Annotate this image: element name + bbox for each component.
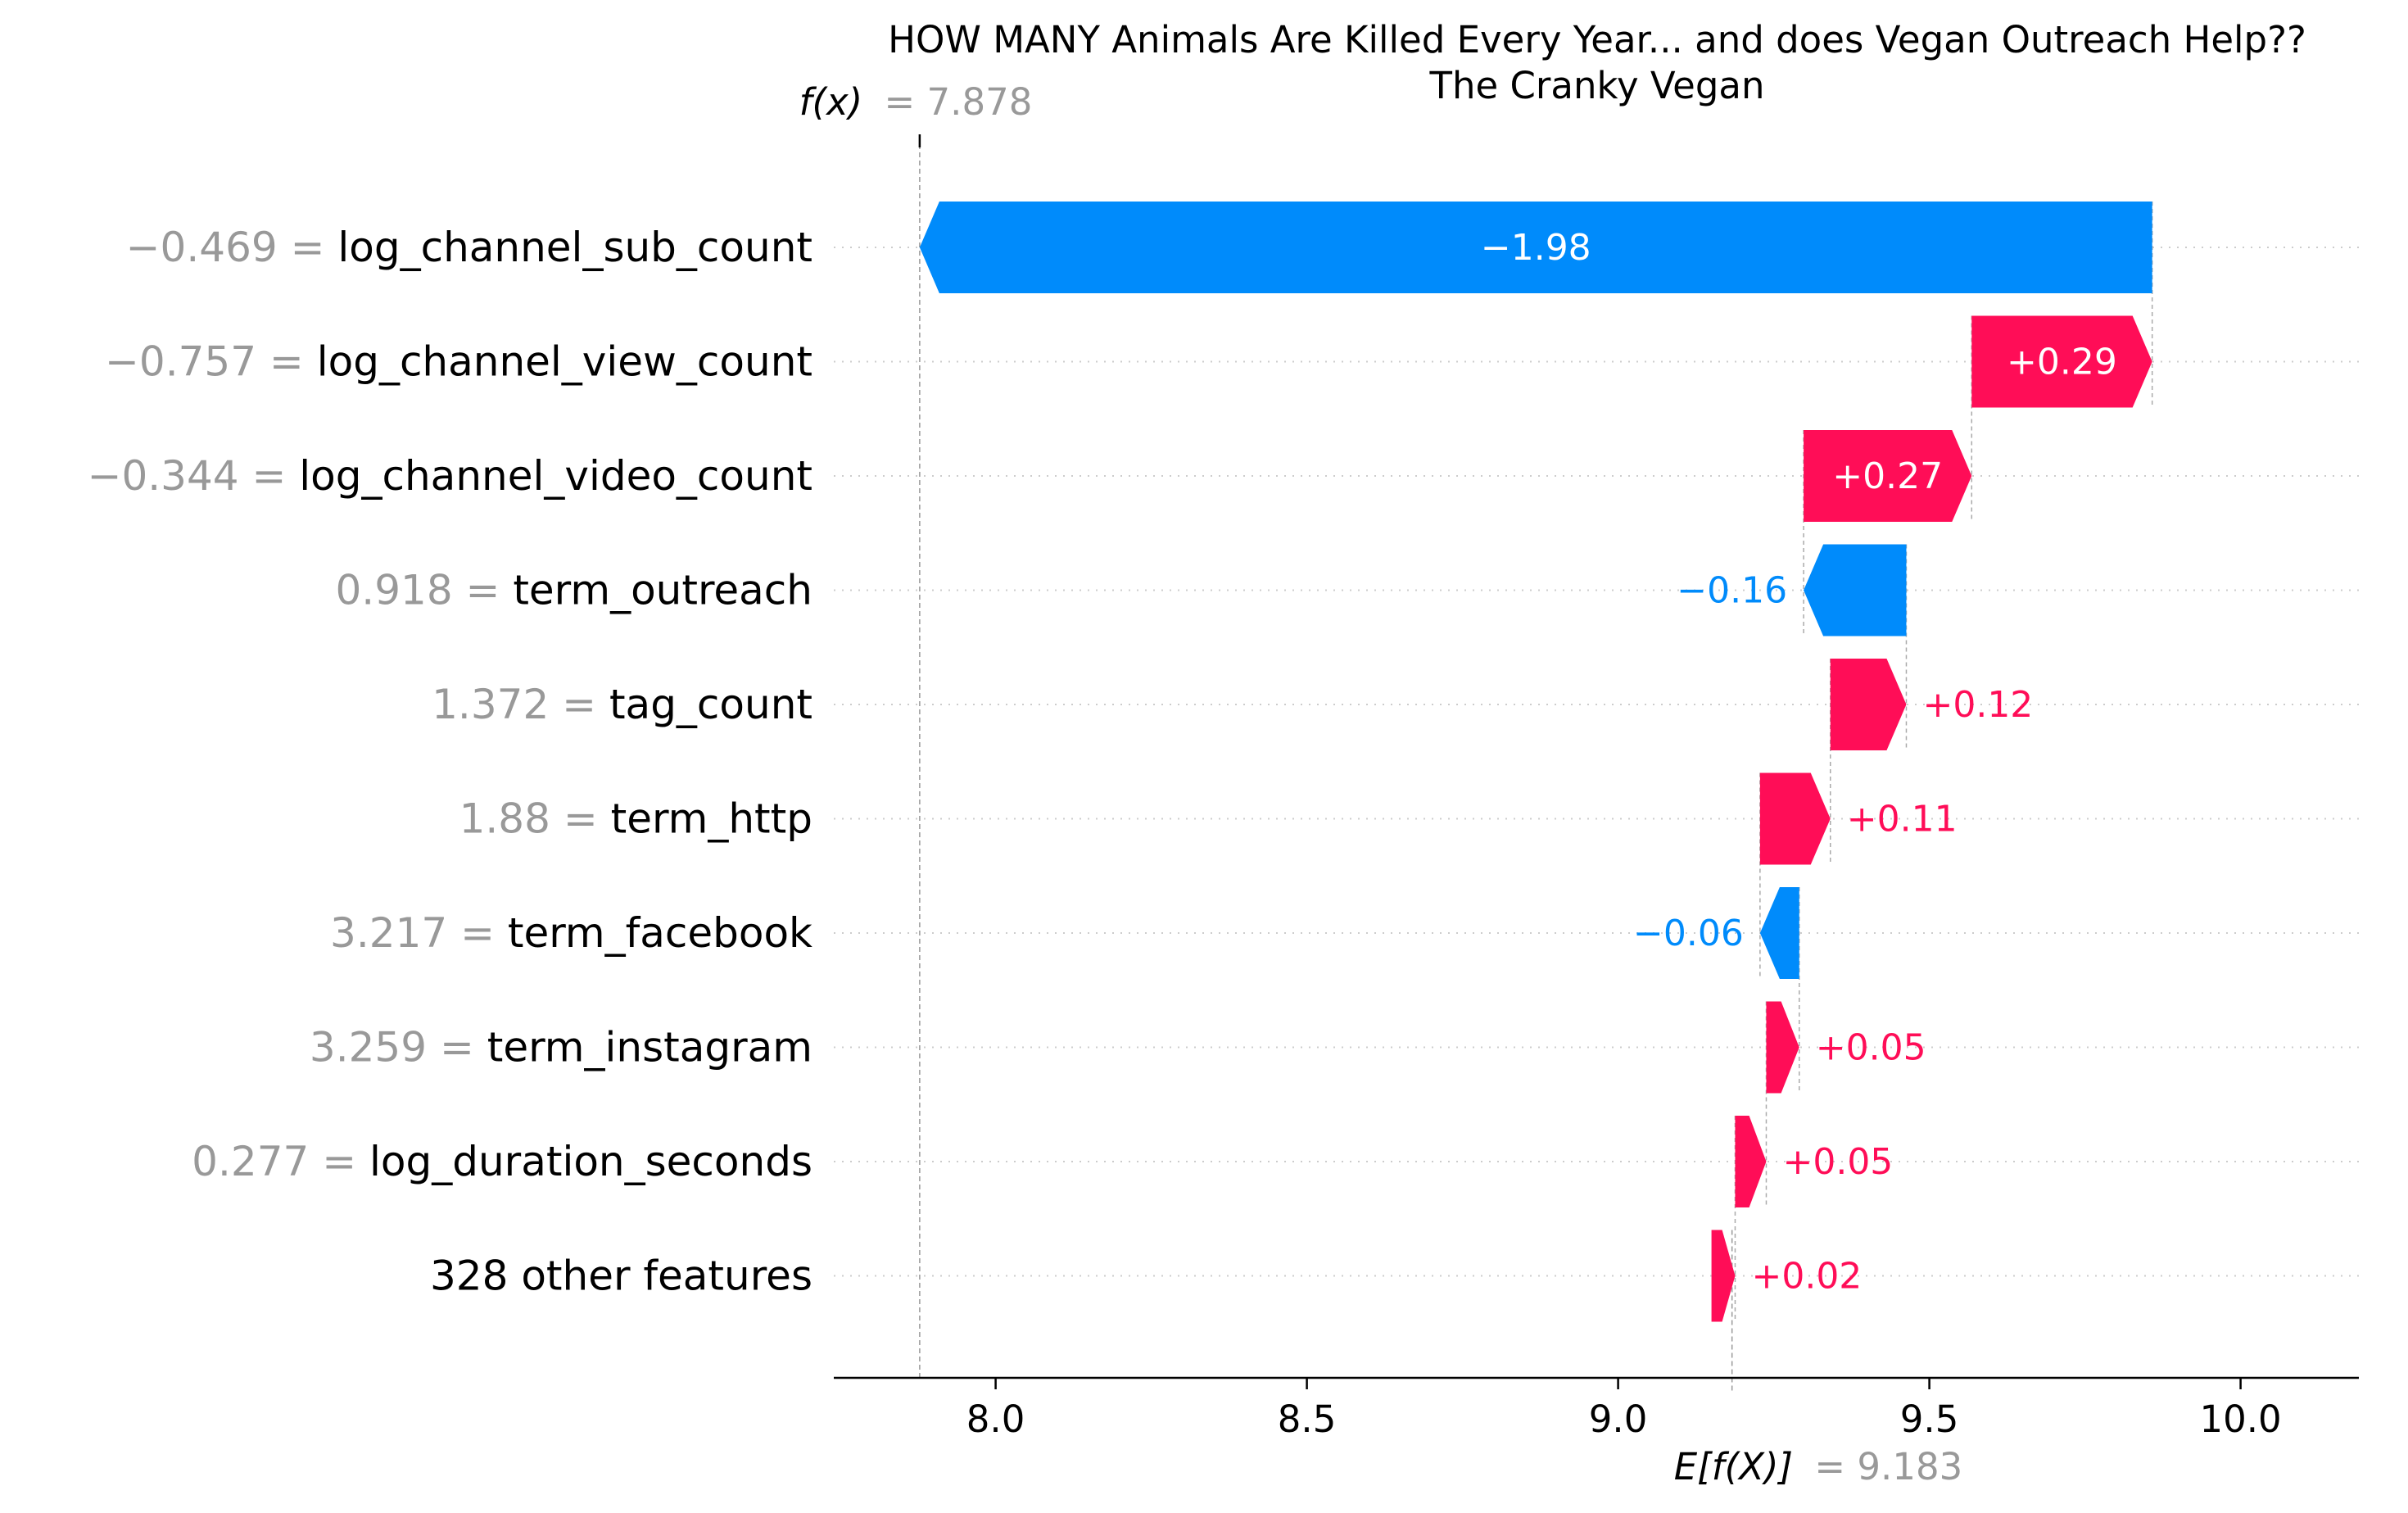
bars-layer bbox=[919, 202, 2152, 1322]
fx-annotation: f(x) = 7.878 bbox=[799, 80, 1033, 124]
waterfall-bar bbox=[1804, 430, 1972, 522]
bar-value-label: −0.06 bbox=[1633, 913, 1744, 954]
waterfall-bar bbox=[1759, 887, 1799, 979]
efx-annotation: E[f(X)] = 9.183 bbox=[1674, 1445, 1962, 1488]
feature-value: 0.918 = bbox=[335, 567, 513, 614]
feature-name: log_channel_sub_count bbox=[337, 224, 812, 271]
feature-label: 0.918 = term_outreach bbox=[335, 567, 812, 614]
bar-value-label: +0.11 bbox=[1847, 799, 1958, 840]
feature-name: log_channel_video_count bbox=[299, 452, 812, 500]
feature-label: −0.757 = log_channel_view_count bbox=[105, 338, 812, 386]
waterfall-bar bbox=[1804, 544, 1907, 636]
feature-name: term_outreach bbox=[513, 567, 812, 614]
bar-value-label: +0.05 bbox=[1816, 1027, 1926, 1069]
feature-value: 0.277 = bbox=[192, 1138, 369, 1185]
waterfall-bar bbox=[919, 202, 2152, 293]
x-tick-label: 8.0 bbox=[966, 1397, 1025, 1441]
feature-label: −0.344 = log_channel_video_count bbox=[88, 452, 812, 500]
waterfall-bar bbox=[1766, 1001, 1799, 1094]
x-tick-label: 9.5 bbox=[1900, 1397, 1959, 1441]
chart-title-line1: HOW MANY Animals Are Killed Every Year..… bbox=[888, 18, 2306, 61]
feature-name: term_http bbox=[611, 795, 812, 843]
feature-label: 1.88 = term_http bbox=[459, 795, 812, 843]
bar-value-label: +0.12 bbox=[1922, 684, 2033, 726]
bar-value-label: −1.98 bbox=[1481, 227, 1591, 269]
feature-value: −0.757 = bbox=[105, 338, 317, 386]
feature-name: 328 other features bbox=[430, 1253, 812, 1300]
bar-value-label: +0.29 bbox=[2007, 342, 2117, 383]
labels-layer: −1.98 −0.469 = log_channel_sub_count +0.29… bbox=[88, 224, 2117, 1300]
feature-value: 1.372 = bbox=[432, 681, 609, 728]
feature-label: 3.217 = term_facebook bbox=[330, 909, 812, 957]
efx-label: E[f(X)] bbox=[1674, 1445, 1793, 1488]
waterfall-bar bbox=[1830, 659, 1907, 750]
feature-name: log_channel_view_count bbox=[317, 338, 812, 386]
feature-label: 3.259 = term_instagram bbox=[310, 1024, 812, 1071]
feature-label: −0.469 = log_channel_sub_count bbox=[126, 224, 812, 271]
x-tick-label: 10.0 bbox=[2199, 1397, 2281, 1441]
feature-name: tag_count bbox=[609, 681, 812, 728]
x-tick-label: 9.0 bbox=[1589, 1397, 1648, 1441]
grid-layer bbox=[834, 134, 2359, 1393]
waterfall-bar bbox=[1711, 1230, 1736, 1322]
feature-label: 0.277 = log_duration_seconds bbox=[192, 1138, 812, 1185]
x-axis: 8.0 8.5 9.0 9.5 10.0 bbox=[834, 1376, 2359, 1441]
feature-value: 3.217 = bbox=[330, 909, 508, 957]
chart-title-line2: The Cranky Vegan bbox=[1428, 64, 1764, 107]
x-tick-label: 8.5 bbox=[1278, 1397, 1337, 1441]
feature-name: term_instagram bbox=[487, 1024, 812, 1071]
feature-label: 328 other features bbox=[430, 1253, 812, 1300]
waterfall-bar bbox=[1971, 315, 2152, 408]
fx-label: f(x) bbox=[799, 80, 863, 124]
feature-value: 3.259 = bbox=[310, 1024, 487, 1071]
feature-value: −0.344 = bbox=[88, 452, 300, 500]
fx-value: = 7.878 bbox=[885, 80, 1033, 124]
feature-value: −0.469 = bbox=[126, 224, 338, 271]
waterfall-bar bbox=[1735, 1116, 1767, 1207]
feature-value: 1.88 = bbox=[459, 795, 611, 843]
bar-value-label: +0.27 bbox=[1832, 455, 1943, 497]
bar-value-label: −0.16 bbox=[1677, 570, 1787, 612]
feature-label: 1.372 = tag_count bbox=[432, 681, 812, 728]
feature-name: log_duration_seconds bbox=[369, 1138, 812, 1185]
feature-name: term_facebook bbox=[508, 909, 812, 957]
bar-value-label: +0.05 bbox=[1782, 1141, 1893, 1183]
efx-value: = 9.183 bbox=[1814, 1445, 1962, 1488]
waterfall-bar bbox=[1759, 772, 1831, 865]
bar-value-label: +0.02 bbox=[1751, 1256, 1862, 1298]
